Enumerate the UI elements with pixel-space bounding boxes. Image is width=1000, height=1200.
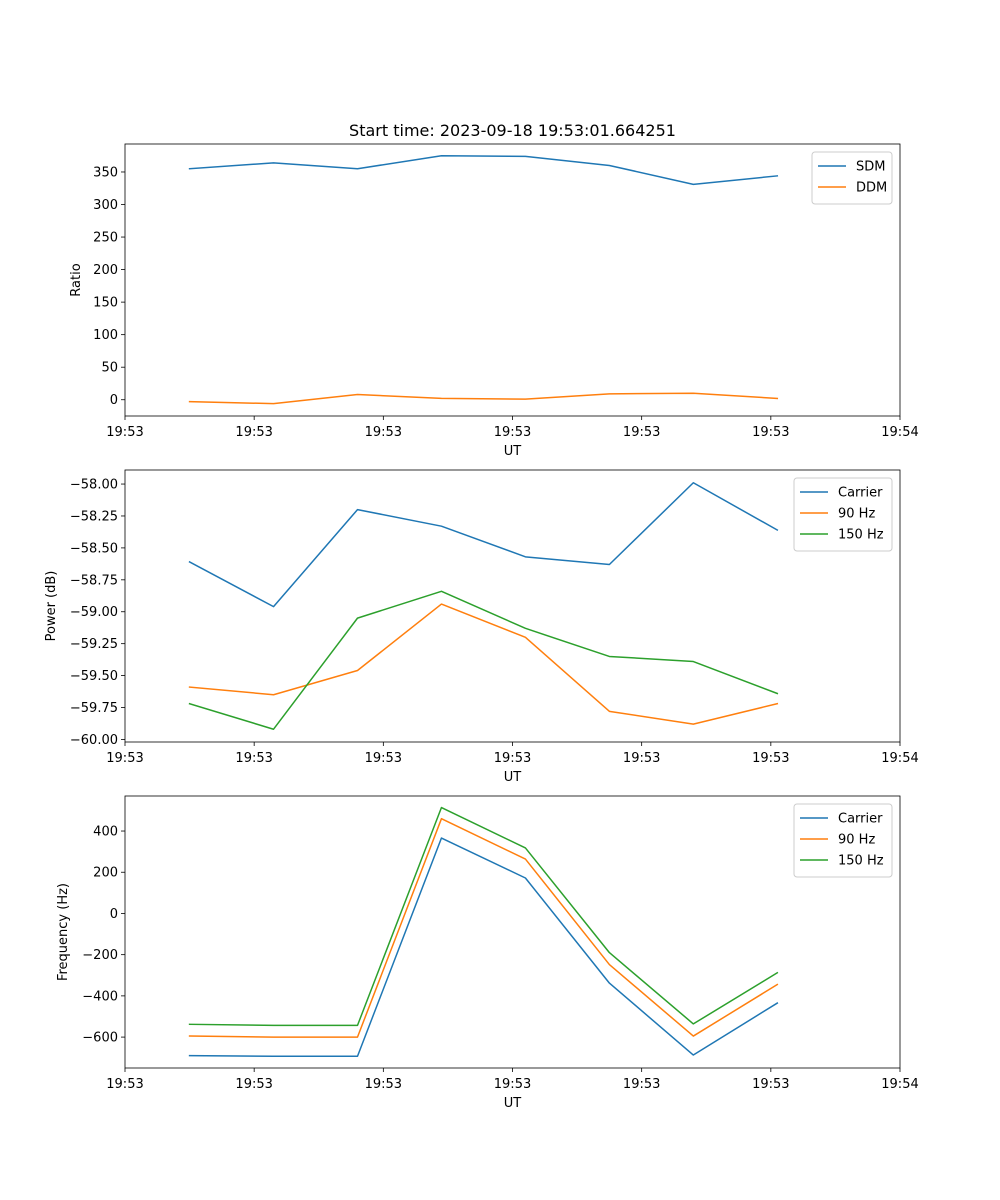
y-tick-label: −58.50 [70,541,118,556]
legend-box [811,151,893,205]
x-tick-label: 19:53 [752,751,789,766]
x-tick-label: 19:53 [106,1077,143,1092]
x-tick-label: 19:53 [623,751,660,766]
x-tick-label: 19:53 [752,1077,789,1092]
y-tick-label: 200 [93,263,118,278]
charts-container: 19:53 19:53 19:53 19:53 19:53 19:53 19:54 0 50 10… [44,143,919,1111]
legend-label: 150 Hz [838,854,884,869]
legend-label: Carrier [838,486,883,501]
series-line-power-carrier [188,482,779,608]
y-tick-label: 50 [101,361,118,376]
series-line-power-90-hz [188,603,779,725]
y-tick-label: 200 [93,866,118,881]
legend-box [793,477,893,552]
legend-box [793,803,893,878]
y-tick-label: −400 [82,989,118,1004]
chart-frequency: 19:53 19:53 19:53 19:53 19:53 19:53 19:54 −600 −… [56,795,919,1111]
y-tick-label: 150 [93,296,118,311]
x-tick-label: 19:53 [623,425,660,440]
series-line-ratio-ddm [188,392,779,405]
x-tick-label: 19:53 [235,1077,272,1092]
legend-label: 150 Hz [838,528,884,543]
y-axis-label: Power (dB) [44,571,59,642]
legend-label: Carrier [838,812,883,827]
legend-label: DDM [856,181,887,196]
y-tick-label: 100 [93,328,118,343]
legend-label: 90 Hz [838,507,875,522]
y-axis-label: Ratio [69,263,84,296]
y-axis-label: Frequency (Hz) [56,883,71,981]
y-tick-label: −58.25 [70,509,118,524]
x-tick-label: 19:53 [494,425,531,440]
y-tick-label: 400 [93,825,118,840]
x-tick-label: 19:53 [494,1077,531,1092]
y-tick-label: −200 [82,948,118,963]
y-tick-label: 0 [110,907,118,922]
series-line-frequency-carrier [188,837,779,1057]
x-tick-label: 19:53 [365,751,402,766]
y-tick-label: −60.00 [70,733,118,748]
figure-title: Start time: 2023-09-18 19:53:01.664251 [349,121,676,140]
x-axis-label: UT [504,1096,522,1111]
x-tick-label: 19:53 [365,1077,402,1092]
x-tick-label: 19:53 [752,425,789,440]
series-line-frequency-150-hz [188,806,779,1027]
x-tick-label: 19:53 [235,751,272,766]
x-tick-label: 19:53 [623,1077,660,1092]
y-tick-label: −59.25 [70,637,118,652]
y-tick-label: −59.00 [70,605,118,620]
legend-power: Carrier 90 Hz 150 Hz [793,477,893,552]
legend-label: SDM [856,160,885,175]
x-tick-label: 19:54 [881,425,918,440]
y-tick-label: 350 [93,165,118,180]
legend-frequency: Carrier 90 Hz 150 Hz [793,803,893,878]
x-tick-label: 19:54 [881,1077,918,1092]
x-tick-label: 19:53 [106,751,143,766]
y-tick-label: −600 [82,1031,118,1046]
legend-label: 90 Hz [838,833,875,848]
x-axis-label: UT [504,770,522,785]
series-line-power-150-hz [188,590,779,730]
series-line-frequency-90-hz [188,817,779,1038]
x-tick-label: 19:54 [881,751,918,766]
y-tick-label: −58.00 [70,478,118,493]
x-tick-label: 19:53 [106,425,143,440]
y-tick-label: 0 [110,393,118,408]
y-tick-label: −59.50 [70,669,118,684]
x-tick-label: 19:53 [365,425,402,440]
y-tick-label: 250 [93,231,118,246]
legend-ratio: SDM DDM [811,151,893,205]
x-tick-label: 19:53 [494,751,531,766]
series-line-ratio-sdm [188,154,779,186]
x-tick-label: 19:53 [235,425,272,440]
y-tick-label: 300 [93,198,118,213]
y-tick-label: −58.75 [70,573,118,588]
chart-ratio: 19:53 19:53 19:53 19:53 19:53 19:53 19:54 0 50 10… [69,143,919,459]
chart-power: 19:53 19:53 19:53 19:53 19:53 19:53 19:54 −60.0… [44,469,919,785]
x-axis-label: UT [504,444,522,459]
y-tick-label: −59.75 [70,701,118,716]
